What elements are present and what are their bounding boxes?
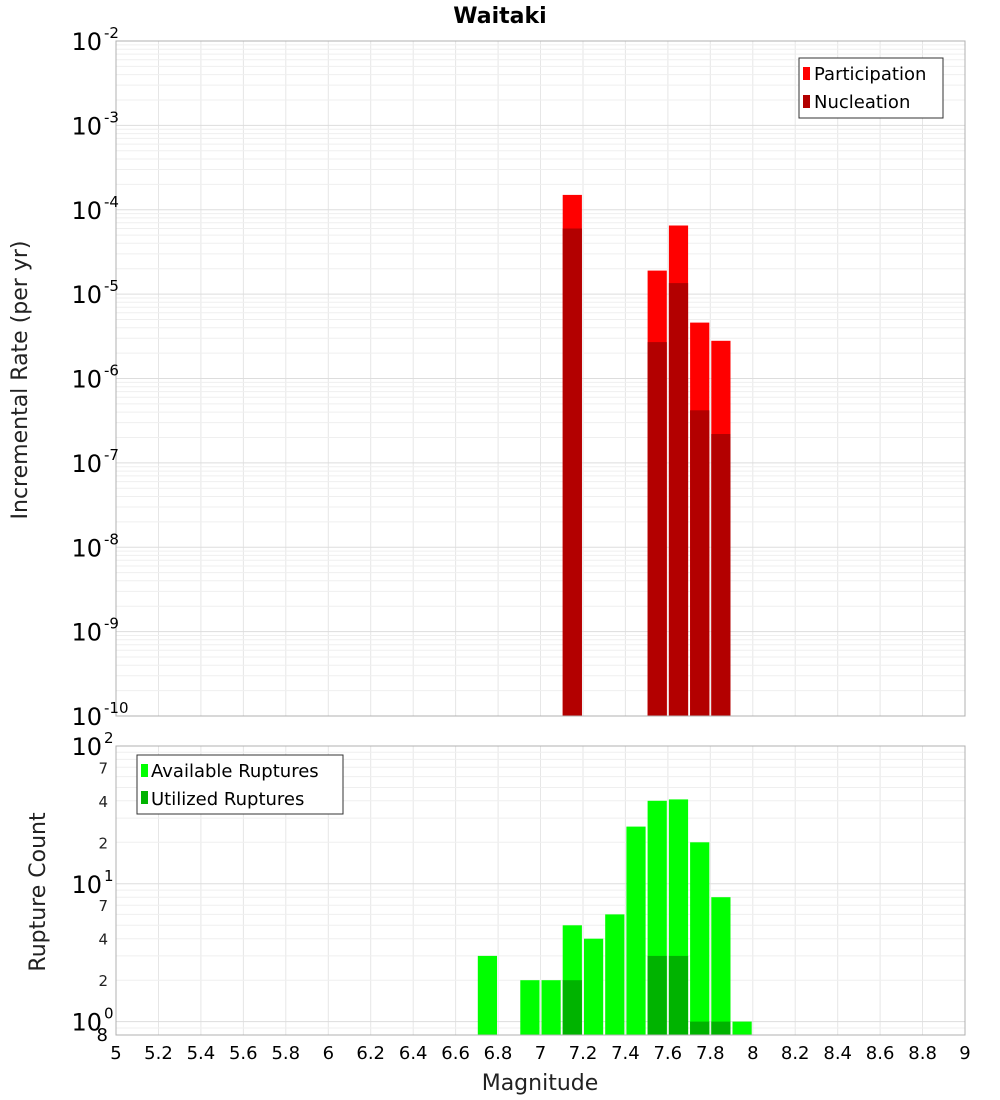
x-tick-label: 5.8 — [271, 1043, 300, 1064]
top-y-tick-label: 10 — [71, 703, 102, 731]
x-tick-label: 6.4 — [399, 1043, 428, 1064]
legend-label-available: Available Ruptures — [151, 761, 319, 782]
top-y-tick-label: 10 — [71, 112, 102, 140]
bottom-bar-available-ruptures — [711, 897, 731, 1035]
legend-label-nucleation: Nucleation — [814, 92, 910, 113]
chart-title: Waitaki — [453, 4, 546, 29]
top-bar-nucleation — [647, 342, 667, 716]
top-bar-nucleation — [690, 410, 710, 716]
x-tick-label: 7.4 — [611, 1043, 640, 1064]
x-tick-label: 5.6 — [229, 1043, 258, 1064]
bottom-y-tick-label: 10 — [71, 871, 102, 899]
top-y-tick-label: 10 — [71, 366, 102, 394]
top-y-tick-exponent: -2 — [104, 24, 119, 42]
bottom-bar-available-ruptures — [477, 955, 497, 1035]
top-y-tick-label: 10 — [71, 534, 102, 562]
top-y-axis-label: Incremental Rate (per yr) — [8, 241, 33, 520]
top-y-tick-exponent: -10 — [104, 699, 129, 717]
x-tick-label: 5.4 — [187, 1043, 216, 1064]
top-bar-nucleation — [668, 283, 689, 716]
bottom-bar-utilized-ruptures — [562, 980, 582, 1035]
bottom-legend-box — [136, 754, 344, 815]
bottom-y-tick-exponent: 1 — [104, 867, 114, 885]
x-tick-label: 8.4 — [823, 1043, 852, 1064]
bottom-bar-utilized-ruptures — [647, 955, 667, 1035]
x-tick-label: 8.8 — [908, 1043, 937, 1064]
bottom-bar-available-ruptures — [732, 1021, 752, 1035]
top-y-tick-exponent: -7 — [104, 446, 119, 464]
bottom-bar-available-ruptures — [520, 980, 540, 1035]
x-tick-label: 8.6 — [866, 1043, 895, 1064]
top-bar-nucleation — [711, 434, 731, 716]
top-y-tick-label: 10 — [71, 450, 102, 478]
bottom-y-minor-tick-label: 2 — [98, 834, 108, 852]
top-y-tick-exponent: -4 — [104, 193, 119, 211]
top-legend: Participation Nucleation — [798, 57, 944, 119]
x-tick-label: 5.2 — [144, 1043, 173, 1064]
legend-label-utilized: Utilized Ruptures — [151, 789, 304, 810]
bottom-bar-available-ruptures — [690, 842, 710, 1035]
legend-label-participation: Participation — [814, 64, 926, 85]
legend-swatch-participation — [803, 67, 810, 80]
top-y-tick-exponent: -6 — [104, 362, 119, 380]
x-tick-label: 8.2 — [781, 1043, 810, 1064]
bottom-bar-available-ruptures — [605, 914, 625, 1035]
bottom-y-minor-tick-label: 8 — [97, 1025, 108, 1046]
bottom-bar-utilized-ruptures — [668, 955, 689, 1035]
x-tick-label: 7.8 — [696, 1043, 725, 1064]
x-tick-label: 7 — [535, 1043, 546, 1064]
x-axis-label: Magnitude — [482, 1071, 599, 1096]
x-tick-label: 6.6 — [441, 1043, 470, 1064]
bottom-y-minor-tick-label: 4 — [98, 931, 108, 949]
top-y-tick-exponent: -8 — [104, 530, 119, 548]
x-ticks: 5 5.2 5.4 5.6 5.8 6 6.2 6.4 6.6 6.8 7 7.2 7.4 7.6 7.8 8… — [110, 1043, 970, 1064]
top-y-tick-exponent: -5 — [104, 277, 119, 295]
bottom-y-axis-label: Rupture Count — [26, 812, 51, 972]
x-tick-label: 6.2 — [356, 1043, 385, 1064]
top-y-tick-label: 10 — [71, 619, 102, 647]
bottom-bars — [477, 799, 752, 1035]
x-tick-label: 8 — [747, 1043, 758, 1064]
legend-swatch-utilized — [141, 791, 148, 804]
legend-swatch-nucleation — [803, 95, 810, 108]
bottom-y-tick-label: 10 — [71, 733, 102, 761]
bottom-y-minor-tick-label: 2 — [98, 972, 108, 990]
bottom-y-minor-tick-label: 4 — [98, 793, 108, 811]
x-tick-label: 9 — [959, 1043, 970, 1064]
bottom-y-minor-tick-label: 7 — [98, 897, 108, 915]
x-tick-label: 7.2 — [569, 1043, 598, 1064]
bottom-y-tick-exponent: 0 — [104, 1005, 114, 1023]
bottom-bar-utilized-ruptures — [711, 1021, 731, 1035]
bottom-bar-available-ruptures — [626, 826, 646, 1035]
bottom-plot-frame — [115, 745, 966, 1036]
bottom-bar-available-ruptures — [584, 938, 604, 1035]
x-tick-label: 5 — [110, 1043, 121, 1064]
top-plot-frame — [115, 40, 966, 717]
x-tick-label: 6 — [323, 1043, 334, 1064]
top-legend-box — [798, 57, 944, 119]
top-bars — [562, 194, 731, 716]
bottom-legend: Available Ruptures Utilized Ruptures — [136, 754, 344, 815]
top-gridlines — [115, 41, 966, 717]
bottom-bar-available-ruptures — [541, 980, 561, 1035]
top-y-tick-label: 10 — [71, 28, 102, 56]
top-bar-nucleation — [562, 228, 582, 716]
x-tick-label: 6.8 — [484, 1043, 513, 1064]
top-y-tick-exponent: -9 — [104, 615, 119, 633]
top-y-tick-label: 10 — [71, 281, 102, 309]
bottom-y-tick-exponent: 2 — [104, 729, 114, 747]
legend-swatch-available — [141, 764, 148, 777]
x-tick-label: 7.6 — [653, 1043, 682, 1064]
bottom-y-tick-label: 10 — [71, 1009, 102, 1037]
top-y-tick-exponent: -3 — [104, 108, 119, 126]
bottom-bar-utilized-ruptures — [690, 1021, 710, 1035]
top-y-tick-label: 10 — [71, 197, 102, 225]
bottom-y-minor-tick-label: 7 — [98, 759, 108, 777]
